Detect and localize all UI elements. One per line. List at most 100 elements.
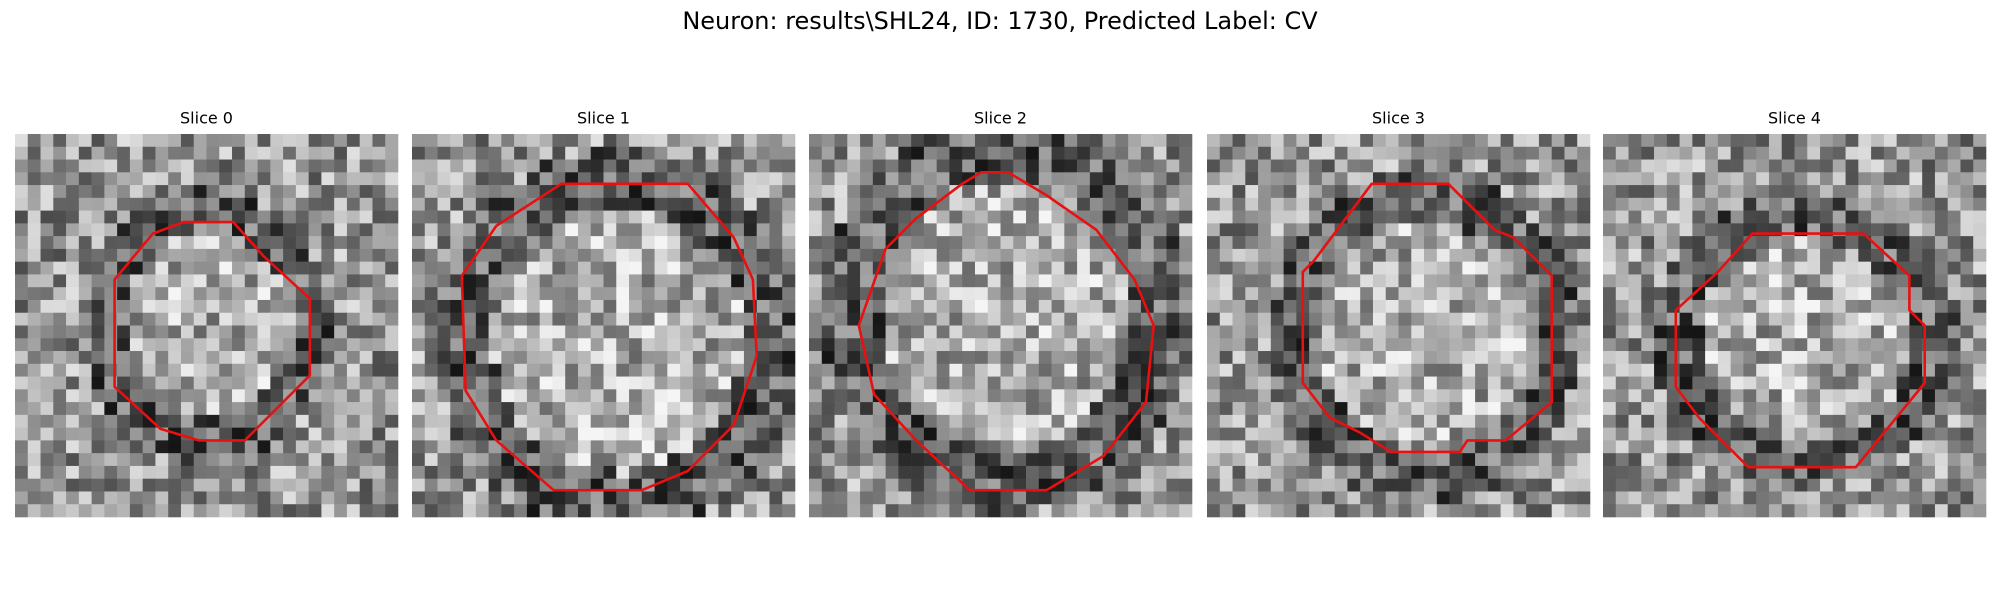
pixel [1858, 389, 1872, 403]
pixel [1538, 504, 1552, 518]
pixel [1807, 402, 1821, 416]
pixel [1334, 351, 1348, 365]
pixel [15, 134, 29, 148]
pixel [692, 465, 706, 479]
pixel [359, 146, 373, 160]
pixel [15, 312, 29, 326]
pixel [1960, 299, 1974, 314]
pixel [372, 504, 386, 518]
pixel [629, 414, 643, 428]
pixel [705, 299, 719, 314]
pixel [962, 465, 976, 479]
pixel [283, 197, 297, 211]
pixel [1960, 146, 1974, 160]
pixel [1462, 223, 1476, 237]
pixel [1385, 134, 1399, 148]
pixel [1347, 248, 1361, 262]
pixel [1334, 325, 1348, 339]
pixel [1934, 351, 1948, 365]
pixel [117, 134, 131, 148]
pixel [1564, 478, 1578, 492]
pixel [1615, 312, 1629, 326]
pixel [1615, 134, 1629, 148]
pixel [1526, 274, 1540, 288]
pixel [847, 134, 861, 148]
pixel [692, 414, 706, 428]
pixel [359, 351, 373, 365]
pixel [1398, 185, 1412, 199]
pixel [1089, 504, 1103, 518]
pixel [1013, 287, 1027, 301]
pixel [1909, 376, 1923, 390]
pixel [424, 210, 438, 224]
pixel [1309, 210, 1323, 224]
pixel [1654, 363, 1668, 377]
pixel [756, 338, 770, 352]
pixel [1258, 146, 1272, 160]
pixel [385, 261, 399, 275]
pixel [283, 402, 297, 416]
pixel [1140, 172, 1154, 186]
pixel [180, 210, 195, 224]
pixel [987, 299, 1001, 314]
pixel [66, 210, 80, 224]
pixel [590, 338, 604, 352]
pixel [1896, 210, 1910, 224]
pixel [974, 210, 989, 224]
pixel [257, 427, 271, 441]
pixel [667, 363, 681, 377]
pixel [705, 453, 719, 467]
pixel [412, 376, 426, 390]
pixel [66, 402, 80, 416]
contour-outline [113, 220, 312, 442]
pixel [1807, 376, 1821, 390]
pixel [629, 427, 643, 441]
pixel [450, 325, 464, 339]
pixel [1153, 236, 1167, 250]
pixel [155, 172, 169, 186]
pixel [1705, 414, 1719, 428]
pixel [782, 312, 796, 326]
pixel [1128, 414, 1142, 428]
pixel [142, 427, 156, 441]
pixel [1526, 312, 1540, 326]
pixel [1973, 287, 1987, 301]
pixel [782, 402, 796, 416]
pixel [450, 338, 464, 352]
pixel [1717, 146, 1731, 160]
pixel [334, 453, 348, 467]
pixel [1845, 236, 1859, 250]
pixel [1153, 299, 1167, 314]
pixel [1794, 414, 1808, 428]
pixel [385, 440, 399, 454]
pixel [834, 185, 848, 199]
pixel [1615, 427, 1629, 441]
pixel [155, 287, 169, 301]
pixel [1475, 274, 1489, 288]
pixel [949, 134, 963, 148]
pixel [437, 287, 451, 301]
pixel [705, 504, 719, 518]
pixel [1717, 414, 1731, 428]
pixel [1128, 363, 1142, 377]
pixel [180, 389, 195, 403]
pixel [1013, 465, 1027, 479]
pixel [385, 287, 399, 301]
pixel [1577, 236, 1591, 250]
pixel [1717, 223, 1731, 237]
pixel [206, 504, 220, 518]
pixel [834, 465, 848, 479]
pixel [1615, 172, 1629, 186]
pixel [962, 427, 976, 441]
pixel [104, 185, 118, 199]
pixel [308, 440, 322, 454]
pixel [1513, 299, 1527, 314]
pixel [1551, 210, 1565, 224]
pixel [1679, 478, 1693, 492]
pixel [1960, 402, 1974, 416]
pixel [1334, 134, 1348, 148]
pixel [1000, 363, 1014, 377]
pixel [308, 274, 322, 288]
pixel [1487, 465, 1501, 479]
pixel [1832, 325, 1846, 339]
